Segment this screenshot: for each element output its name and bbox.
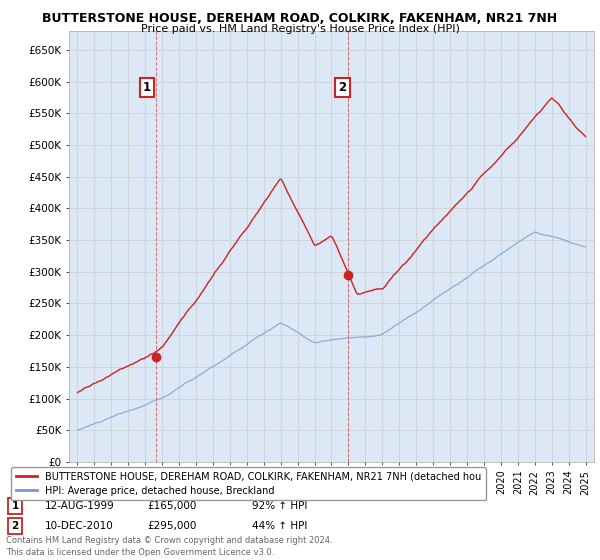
Text: Price paid vs. HM Land Registry's House Price Index (HPI): Price paid vs. HM Land Registry's House … bbox=[140, 24, 460, 34]
Text: 92% ↑ HPI: 92% ↑ HPI bbox=[252, 501, 307, 511]
Text: 2: 2 bbox=[338, 81, 347, 95]
Text: Contains HM Land Registry data © Crown copyright and database right 2024.
This d: Contains HM Land Registry data © Crown c… bbox=[6, 536, 332, 557]
Text: BUTTERSTONE HOUSE, DEREHAM ROAD, COLKIRK, FAKENHAM, NR21 7NH: BUTTERSTONE HOUSE, DEREHAM ROAD, COLKIRK… bbox=[43, 12, 557, 25]
Text: 44% ↑ HPI: 44% ↑ HPI bbox=[252, 521, 307, 531]
Text: 1: 1 bbox=[11, 501, 19, 511]
Text: £165,000: £165,000 bbox=[147, 501, 196, 511]
Legend: BUTTERSTONE HOUSE, DEREHAM ROAD, COLKIRK, FAKENHAM, NR21 7NH (detached hou, HPI:: BUTTERSTONE HOUSE, DEREHAM ROAD, COLKIRK… bbox=[11, 467, 486, 501]
Text: 2: 2 bbox=[11, 521, 19, 531]
Text: 10-DEC-2010: 10-DEC-2010 bbox=[45, 521, 114, 531]
Text: 1: 1 bbox=[143, 81, 151, 95]
Text: £295,000: £295,000 bbox=[147, 521, 196, 531]
Text: 12-AUG-1999: 12-AUG-1999 bbox=[45, 501, 115, 511]
